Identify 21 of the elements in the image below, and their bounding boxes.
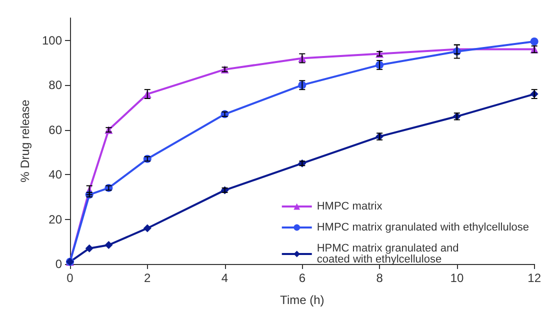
y-tick-label: 40 [48, 168, 62, 182]
x-tick-label: 10 [450, 271, 464, 285]
x-tick-label: 12 [528, 271, 542, 285]
y-axis-title: % Drug release [18, 99, 32, 182]
legend-label: HMPC matrix granulated with ethylcellulose [316, 222, 530, 234]
y-tick-label: 60 [48, 122, 62, 137]
x-tick-label: 0 [66, 271, 74, 285]
point [85, 244, 94, 252]
y-tick-label: 0 [55, 257, 62, 271]
x-axis-title: Time (h) [280, 293, 324, 307]
y-tick-label: 100 [42, 33, 62, 48]
point [143, 224, 152, 232]
point [104, 240, 113, 249]
legend-label: HPMC matrix granulated and coated with ethylcellulose [316, 242, 459, 266]
y-tick-label: 20 [48, 212, 62, 226]
x-tick-label: 4 [221, 271, 228, 285]
x-tick-label: 6 [298, 271, 306, 285]
legend-label: HMPC matrix [316, 200, 383, 212]
x-tick-label: 8 [376, 271, 384, 285]
x-tick-label: 2 [144, 271, 152, 285]
y-tick-label: 80 [48, 78, 62, 92]
